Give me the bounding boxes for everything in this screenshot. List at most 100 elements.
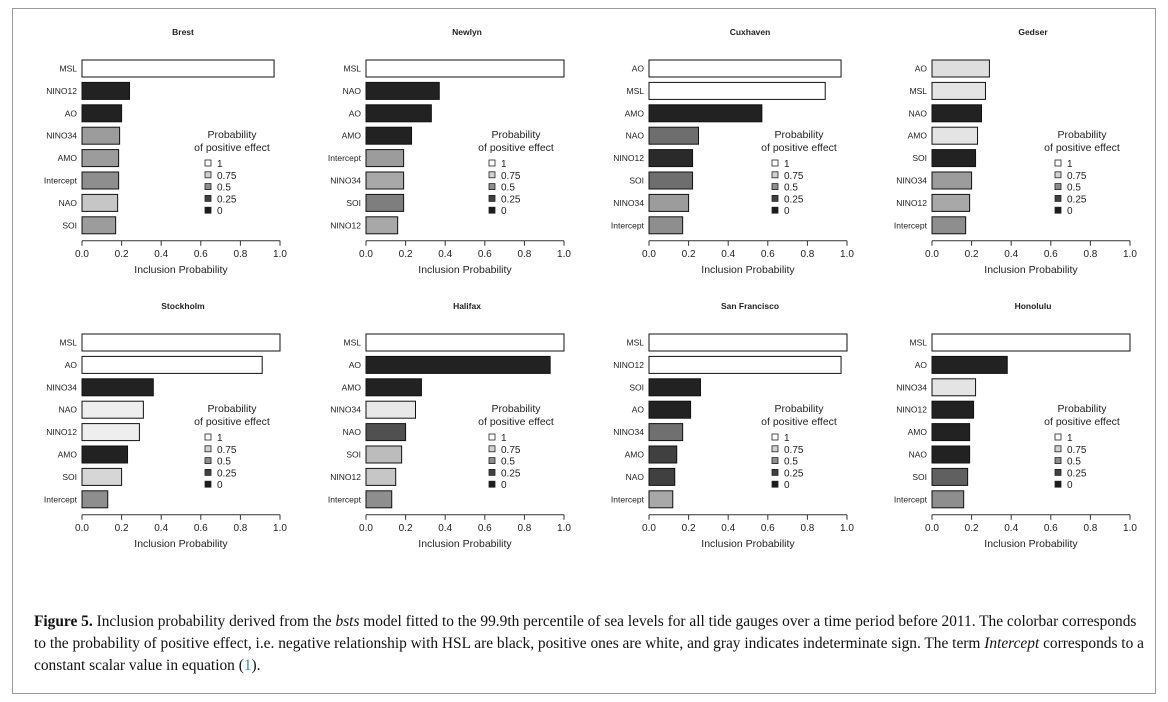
legend-label: 0.5 (1067, 183, 1081, 194)
legend-subtitle: of positive effect (194, 416, 270, 428)
bar-ao (648, 400, 692, 419)
category-label: NAO (59, 405, 78, 415)
bar-nino12 (931, 193, 971, 212)
bar-nao (365, 81, 440, 100)
x-tick-label: 0.0 (359, 523, 373, 534)
chart-title: Gedser (1018, 27, 1048, 37)
caption-equation-link[interactable]: 1 (243, 657, 252, 674)
bar-nino34 (365, 171, 405, 190)
legend-label: 0 (784, 480, 790, 491)
legend-subtitle: of positive effect (478, 142, 554, 154)
legend-swatch (204, 171, 212, 179)
x-tick-label: 0.2 (682, 249, 696, 260)
chart-title: Honolulu (1015, 301, 1052, 311)
x-tick-label: 0.8 (1083, 249, 1097, 260)
chart-title: Brest (172, 27, 194, 37)
category-label: AO (349, 360, 362, 370)
category-label: MSL (344, 338, 362, 348)
legend-label: 0.75 (1067, 171, 1087, 182)
chart-newlyn: Newlyn MSL NAO AO AMO Intercept NINO34 SOI NINO1… (328, 27, 571, 276)
x-tick-label: 0.6 (1044, 249, 1058, 260)
category-label: AMO (625, 450, 645, 460)
legend-label: 1 (501, 433, 507, 444)
legend-swatch (1054, 159, 1062, 167)
legend-title: Probability (207, 403, 257, 415)
x-axis-label: Inclusion Probability (701, 264, 795, 276)
x-tick-label: 0.2 (965, 249, 979, 260)
bar-intercept (81, 171, 120, 190)
caption-text-3: corresponds to a constant scalar value i… (34, 635, 1144, 674)
bar-msl (648, 81, 826, 100)
bar-ao (931, 59, 990, 78)
x-tick-label: 0.2 (399, 523, 413, 534)
legend-swatch (488, 468, 496, 476)
bar-amo (648, 445, 678, 464)
legend-swatch (771, 468, 779, 476)
bar-intercept (81, 490, 109, 509)
legend-swatch (1054, 445, 1062, 453)
bar-nino34 (648, 193, 690, 212)
category-label: Intercept (44, 176, 78, 186)
legend-label: 0 (217, 480, 223, 491)
legend-label: 0.75 (217, 171, 237, 182)
category-label: AO (915, 64, 928, 74)
legend-swatch (771, 194, 779, 202)
legend-swatch (1054, 171, 1062, 179)
caption-text-2: model fitted to the 99.9th percentile of… (34, 613, 1137, 652)
x-tick-label: 0.6 (478, 523, 492, 534)
legend-label: 0.75 (784, 171, 804, 182)
category-label: NINO12 (896, 405, 927, 415)
x-tick-label: 1.0 (1123, 249, 1137, 260)
x-tick-label: 0.8 (233, 249, 247, 260)
category-label: NINO12 (330, 220, 361, 230)
legend-label: 0.75 (501, 445, 521, 456)
x-tick-label: 1.0 (1123, 523, 1137, 534)
legend-label: 0.25 (1067, 468, 1087, 479)
legend-swatch (771, 445, 779, 453)
bar-intercept (648, 216, 684, 235)
legend-swatch (204, 468, 212, 476)
bar-amo (365, 378, 422, 397)
legend-swatch (1054, 457, 1062, 465)
x-tick-label: 0.8 (517, 523, 531, 534)
category-label: AO (632, 64, 645, 74)
category-label: NAO (909, 108, 928, 118)
category-label: AO (65, 360, 78, 370)
bar-soi (648, 378, 701, 397)
bar-nino12 (81, 423, 140, 442)
legend-swatch (204, 159, 212, 167)
bar-msl (931, 333, 1131, 352)
legend-label: 1 (501, 159, 507, 170)
x-tick-label: 0.0 (642, 249, 656, 260)
bar-soi (931, 467, 969, 486)
legend-label: 0.25 (501, 194, 521, 205)
bar-nino34 (81, 378, 154, 397)
legend-label: 1 (784, 159, 790, 170)
legend-label: 0.5 (501, 183, 515, 194)
x-tick-label: 0.8 (800, 523, 814, 534)
x-tick-label: 0.8 (233, 523, 247, 534)
chart-title: San Francisco (721, 301, 779, 311)
bar-intercept (648, 490, 674, 509)
x-tick-label: 0.0 (359, 249, 373, 260)
x-tick-label: 0.6 (478, 249, 492, 260)
legend-label: 0.75 (784, 445, 804, 456)
bar-ao (365, 104, 432, 123)
legend-label: 0.25 (217, 194, 237, 205)
bar-soi (931, 149, 977, 168)
chart-gedser: Gedser AO MSL NAO AMO SOI NINO34 NINO12 Intercep… (894, 27, 1137, 276)
bar-msl (648, 333, 848, 352)
x-tick-label: 0.2 (682, 523, 696, 534)
legend-swatch (1054, 183, 1062, 191)
chart-title: Stockholm (161, 301, 205, 311)
legend-subtitle: of positive effect (761, 416, 837, 428)
bar-intercept (931, 216, 967, 235)
caption-text-4: ). (251, 657, 261, 674)
category-label: NAO (626, 131, 645, 141)
legend-swatch (488, 457, 496, 465)
legend-label: 0 (217, 206, 223, 217)
